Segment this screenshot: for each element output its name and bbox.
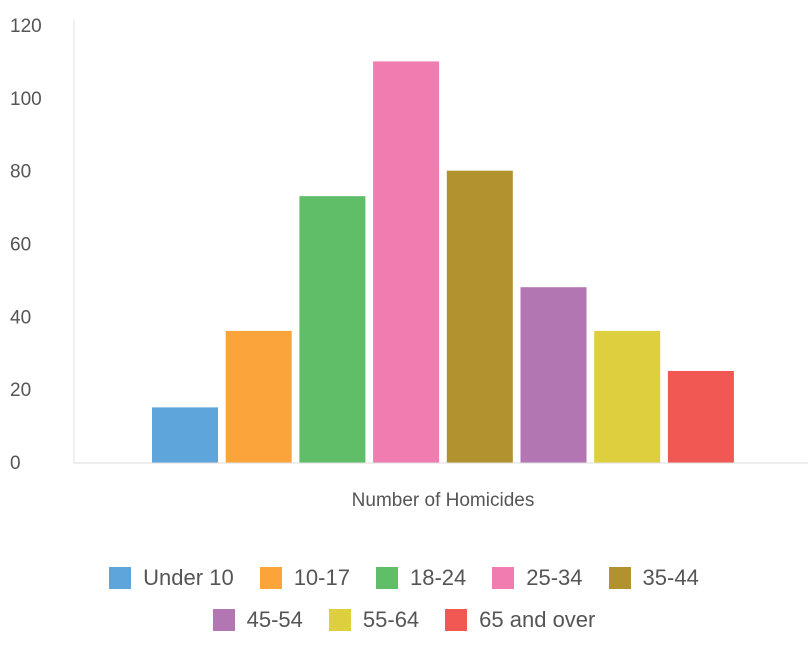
y-tick-label: 80 bbox=[10, 162, 31, 183]
y-tick-label: 20 bbox=[10, 380, 31, 401]
legend-swatch bbox=[259, 567, 282, 589]
legend-label: 45-54 bbox=[246, 607, 303, 632]
legend-item-25-34[interactable]: 25-34 bbox=[492, 563, 583, 593]
legend-label: 25-34 bbox=[526, 565, 583, 590]
y-tick-label: 40 bbox=[10, 307, 31, 328]
bar-45-54[interactable] bbox=[520, 287, 587, 463]
legend-label: 18-24 bbox=[409, 565, 467, 590]
legend-swatch bbox=[608, 567, 631, 589]
legend: Under 10 10-17 18-24 25-34 35-44 45-54 55-64 6… bbox=[0, 563, 808, 635]
bar-10-17[interactable] bbox=[225, 330, 292, 463]
bars bbox=[152, 61, 734, 464]
legend-swatch bbox=[109, 567, 132, 589]
legend-swatch bbox=[445, 609, 468, 631]
legend-label: 35-44 bbox=[642, 565, 699, 590]
y-tick-label: 120 bbox=[10, 16, 42, 37]
bar-18-24[interactable] bbox=[299, 196, 366, 464]
x-axis-label: Number of Homicides bbox=[352, 490, 535, 511]
legend-item-55-64[interactable]: 55-64 bbox=[328, 605, 420, 635]
legend-row: 45-54 55-64 65 and over bbox=[0, 605, 808, 635]
legend-row: Under 10 10-17 18-24 25-34 35-44 bbox=[0, 563, 808, 593]
legend-swatch bbox=[492, 567, 515, 589]
legend-item-under-10[interactable]: Under 10 bbox=[109, 563, 234, 593]
y-tick-label: 60 bbox=[10, 235, 31, 256]
legend-label: 10-17 bbox=[293, 565, 350, 590]
legend-swatch bbox=[375, 567, 398, 589]
y-tick-label: 0 bbox=[10, 453, 21, 474]
legend-label: 55-64 bbox=[362, 607, 420, 632]
legend-item-45-54[interactable]: 45-54 bbox=[212, 605, 303, 635]
legend-item-65-and-over[interactable]: 65 and over bbox=[445, 605, 595, 635]
y-axis: 0 20 40 60 80 100 120 bbox=[10, 16, 42, 474]
bar-65-and-over[interactable] bbox=[667, 370, 734, 463]
bar-25-34[interactable] bbox=[373, 61, 440, 464]
bar-35-44[interactable] bbox=[446, 170, 513, 463]
legend-swatch bbox=[328, 609, 351, 631]
legend-item-10-17[interactable]: 10-17 bbox=[259, 563, 350, 593]
bar-55-64[interactable] bbox=[594, 330, 661, 463]
legend-item-35-44[interactable]: 35-44 bbox=[608, 563, 699, 593]
bar-chart: 0 20 40 60 80 100 120 Number of Homicides bbox=[10, 16, 808, 511]
y-tick-label: 100 bbox=[10, 89, 42, 110]
legend-item-18-24[interactable]: 18-24 bbox=[375, 563, 467, 593]
legend-swatch bbox=[212, 609, 235, 631]
legend-label: Under 10 bbox=[143, 565, 234, 590]
bar-under-10[interactable] bbox=[152, 407, 218, 463]
legend-label: 65 and over bbox=[479, 607, 596, 632]
